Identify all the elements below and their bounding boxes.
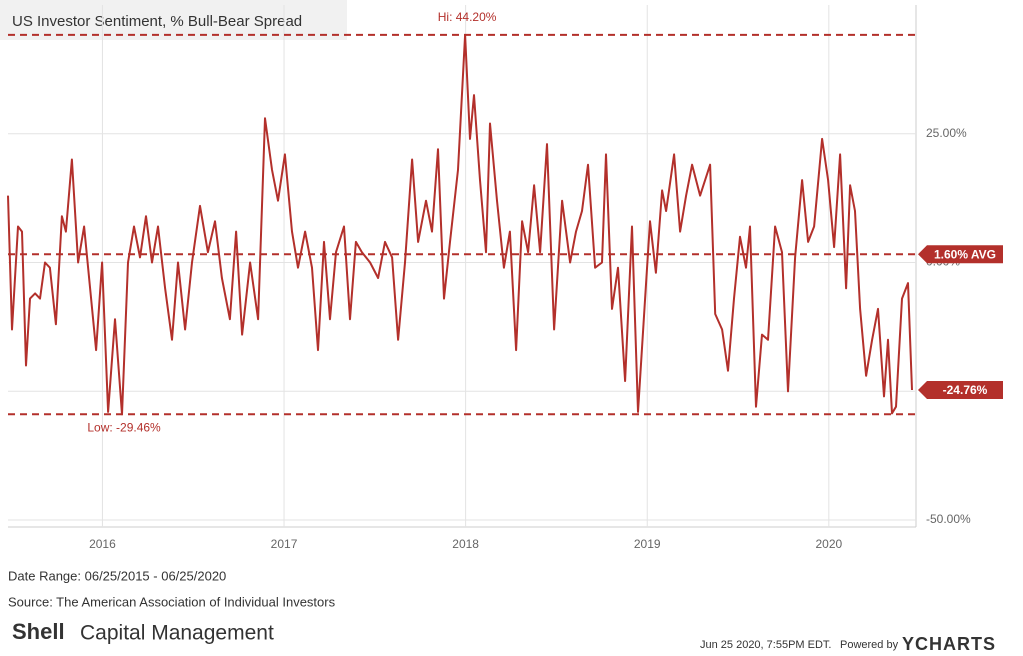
avg-tag: 1.60% AVG: [934, 247, 996, 261]
last-value-tag: -24.76%: [943, 383, 988, 397]
reference-label: Hi: 44.20%: [438, 10, 497, 24]
source: Source: The American Association of Indi…: [8, 594, 336, 609]
x-tick-label: 2020: [815, 537, 842, 551]
x-tick-label: 2019: [634, 537, 661, 551]
x-tick-label: 2018: [452, 537, 479, 551]
avg-tag-shape: [918, 245, 1003, 264]
y-tick-label: 25.00%: [926, 126, 967, 140]
data-line: [7, 33, 913, 416]
x-tick-label: 2017: [271, 537, 298, 551]
x-tick-label: 2016: [89, 537, 116, 551]
title-box: [0, 0, 347, 40]
reference-label: Low: -29.46%: [87, 420, 161, 434]
powered-by: Powered by: [840, 639, 899, 651]
y-tick-label: -50.00%: [926, 512, 971, 526]
provider-logo: YCHARTS: [902, 634, 996, 654]
timestamp: Jun 25 2020, 7:55PM EDT.: [700, 639, 831, 651]
brand-bold: Shell: [12, 619, 65, 644]
last-value-tag-shape: [918, 381, 1003, 400]
date-range: Date Range: 06/25/2015 - 06/25/2020: [8, 568, 226, 583]
brand-rest: Capital Management: [80, 622, 274, 645]
chart-title: US Investor Sentiment, % Bull-Bear Sprea…: [12, 13, 302, 30]
